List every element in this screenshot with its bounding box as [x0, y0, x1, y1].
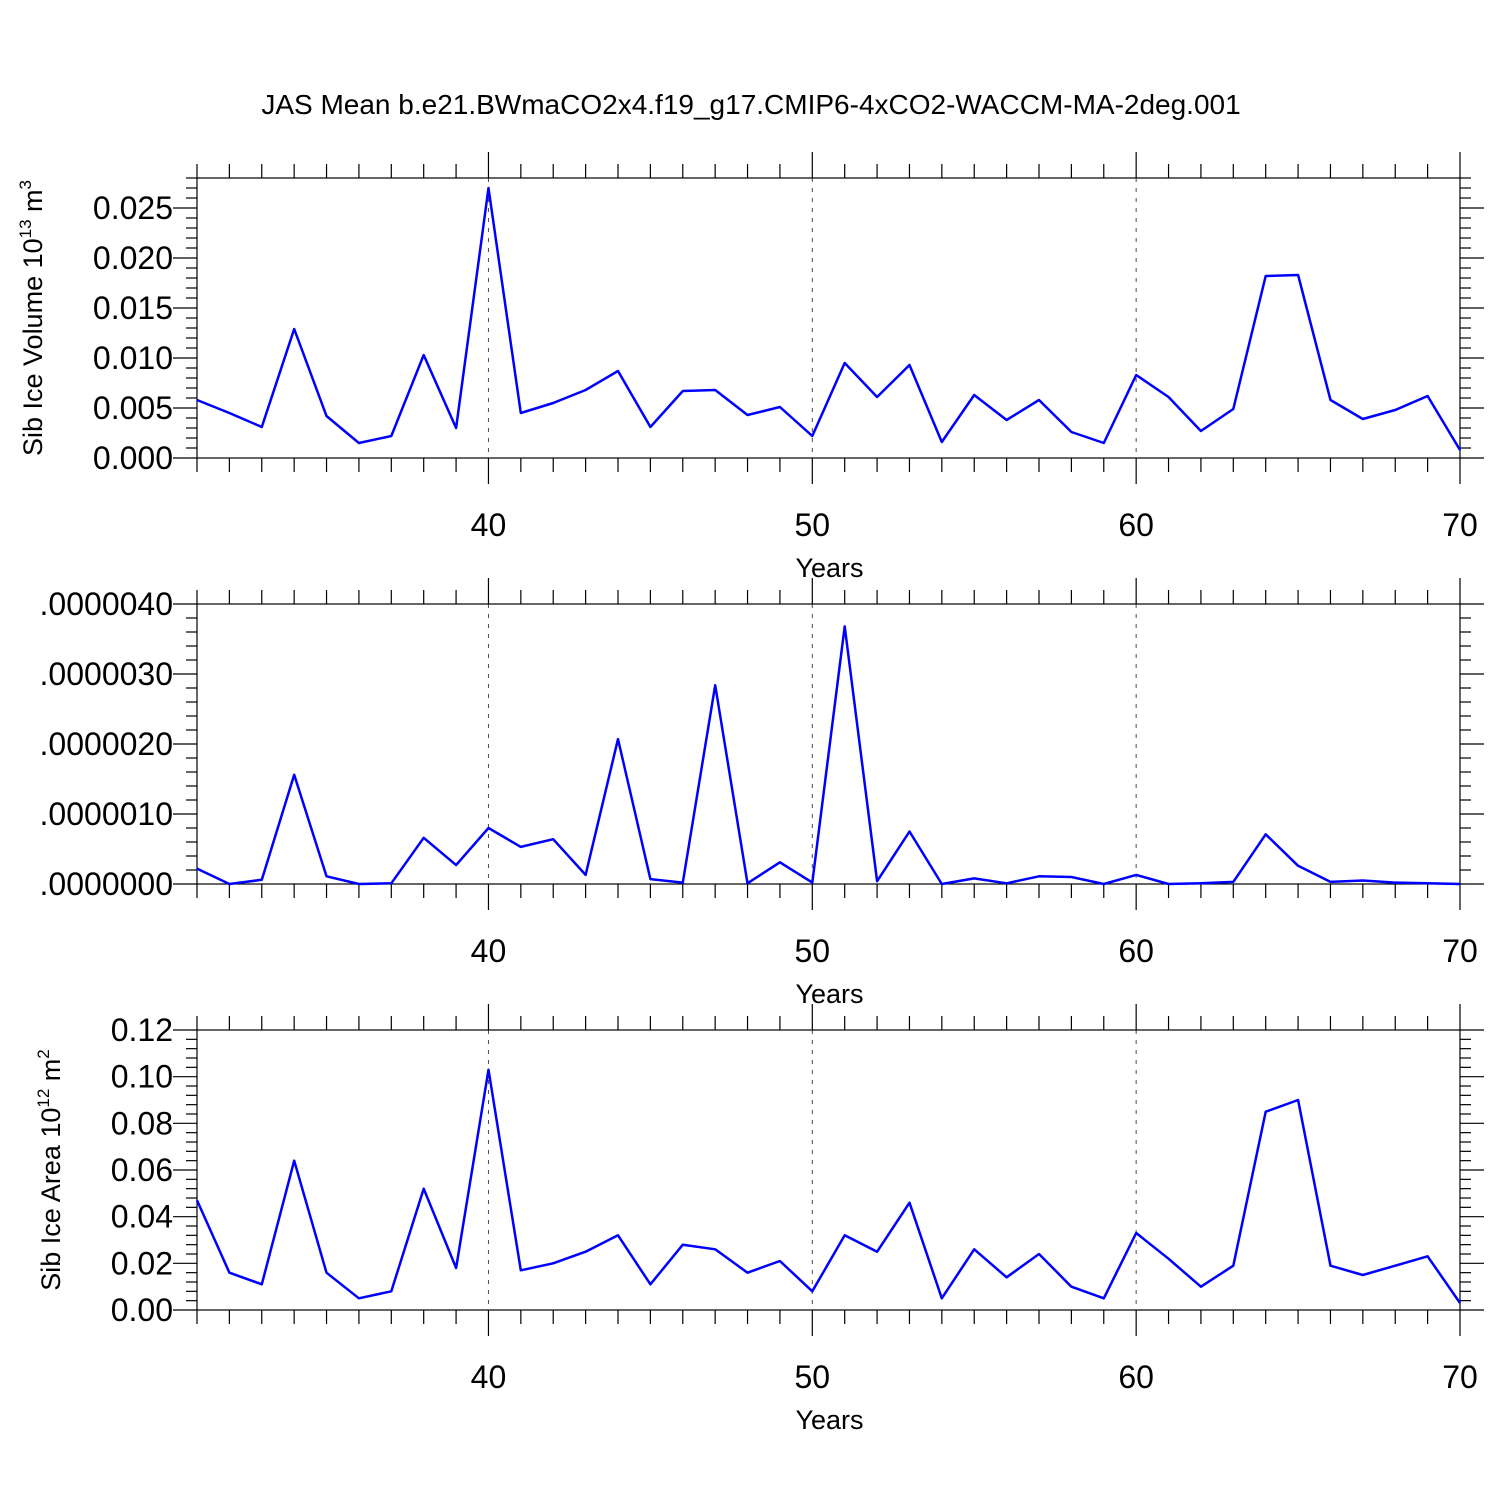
y-tick-label: 0.015: [93, 290, 173, 326]
y-tick-label: 0.00: [111, 1292, 173, 1328]
x-axis-label: Years: [795, 1405, 863, 1435]
panel-3: 40 50 60 70 0.00 0.02 0.04 0.06 0.08 0.10 0.12 Year…: [34, 1004, 1484, 1435]
panel-1: 40 50 60 70 0.000 0.005 0.010 0.015 0.020 0.025 Ye…: [16, 152, 1484, 583]
y-tick-label: 0.12: [111, 1012, 173, 1048]
x-tick-label: 50: [795, 1359, 831, 1395]
figure-title: JAS Mean b.e21.BWmaCO2x4.f19_g17.CMIP6-4…: [261, 89, 1240, 120]
y-tick-label: 0.02: [111, 1245, 173, 1281]
series-line: [195, 1068, 1462, 1304]
x-tick-label: 60: [1118, 933, 1154, 969]
x-tick-label: 60: [1118, 1359, 1154, 1395]
x-tick-label: 60: [1118, 507, 1154, 543]
y-tick-label: .0000010: [40, 796, 173, 832]
y-tick-label: .0000020: [40, 726, 173, 762]
x-tick-label: 70: [1442, 507, 1478, 543]
y-tick-label: 0.06: [111, 1152, 173, 1188]
y-axis-label: Sib Ice Volume 1013 m3: [16, 180, 48, 456]
x-tick-label: 50: [795, 507, 831, 543]
y-tick-label: .0000000: [40, 866, 173, 902]
series-line: [196, 625, 1461, 886]
x-tick-label: 40: [471, 933, 507, 969]
y-tick-label: 0.000: [93, 440, 173, 476]
plot-frame: [196, 177, 1461, 459]
series-line: [196, 186, 1462, 451]
x-tick-label: 70: [1442, 1359, 1478, 1395]
y-tick-label: 0.08: [111, 1105, 173, 1141]
x-tick-label: 40: [471, 1359, 507, 1395]
x-axis-label: Years: [795, 553, 863, 583]
y-tick-label: .0000040: [40, 586, 173, 622]
y-tick-label: .0000030: [40, 656, 173, 692]
x-tick-label: 50: [795, 933, 831, 969]
y-tick-label: 0.020: [93, 240, 173, 276]
y-tick-label: 0.10: [111, 1059, 173, 1095]
y-tick-label: 0.005: [93, 390, 173, 426]
panel-2: 40 50 60 70 .0000000 .0000010 .0000020 .0000030…: [40, 578, 1484, 1009]
y-tick-label: 0.04: [111, 1199, 173, 1235]
y-tick-label: 0.025: [93, 190, 173, 226]
plot-frame: [196, 1029, 1461, 1311]
x-tick-label: 70: [1442, 933, 1478, 969]
x-tick-label: 40: [471, 507, 507, 543]
x-axis-label: Years: [795, 979, 863, 1009]
y-tick-label: 0.010: [93, 340, 173, 376]
y-axis-label: Sib Ice Area 1012 m2: [34, 1049, 66, 1291]
plot-frame: [196, 603, 1461, 885]
